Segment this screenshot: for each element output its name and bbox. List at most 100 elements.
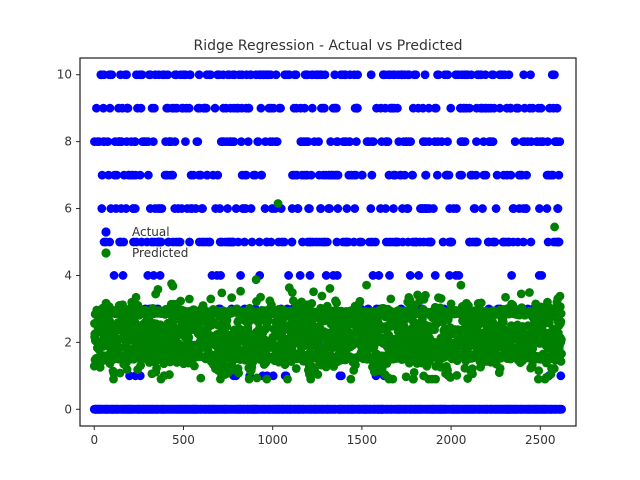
point-actual (272, 137, 282, 147)
point-predicted (262, 374, 272, 384)
point-actual (326, 137, 336, 147)
point-predicted (227, 293, 237, 302)
point-actual (112, 170, 122, 180)
point-actual (550, 70, 559, 80)
point-actual (107, 70, 117, 80)
point-actual (150, 103, 159, 113)
point-predicted (313, 370, 323, 379)
point-actual (488, 137, 498, 147)
point-actual (367, 170, 377, 180)
point-predicted (306, 374, 316, 384)
point-actual (543, 137, 553, 147)
series-predicted (89, 199, 566, 384)
point-actual (243, 137, 253, 147)
point-actual (322, 237, 332, 247)
point-actual (236, 271, 245, 280)
point-actual (333, 204, 343, 213)
point-actual (143, 170, 153, 180)
point-actual (452, 204, 461, 213)
point-actual (466, 70, 476, 80)
point-predicted (476, 298, 486, 308)
point-actual (320, 103, 329, 113)
point-actual (389, 204, 398, 213)
point-predicted (327, 343, 337, 353)
point-predicted (131, 292, 141, 302)
point-predicted (468, 369, 477, 379)
point-actual (400, 170, 410, 180)
point-actual (510, 137, 520, 147)
point-actual (351, 170, 361, 180)
point-actual (148, 137, 158, 147)
point-actual (536, 103, 546, 113)
point-actual (478, 204, 487, 213)
point-actual (244, 103, 254, 113)
point-actual (421, 170, 431, 180)
point-actual (130, 204, 140, 213)
point-actual (216, 271, 225, 280)
point-actual (191, 204, 201, 213)
point-predicted (325, 284, 335, 293)
point-predicted (409, 368, 419, 377)
point-predicted (222, 322, 232, 331)
point-actual (247, 237, 257, 247)
point-actual (123, 103, 133, 113)
point-actual (241, 170, 251, 180)
point-actual (206, 70, 216, 80)
point-actual (454, 271, 464, 280)
point-actual (491, 204, 501, 213)
point-actual (472, 237, 482, 247)
point-actual (236, 137, 246, 147)
point-predicted (184, 294, 194, 304)
point-actual (185, 70, 195, 80)
point-predicted (234, 368, 244, 378)
point-actual (519, 70, 529, 80)
point-actual (366, 204, 376, 213)
point-predicted (346, 374, 356, 384)
point-predicted (431, 374, 440, 384)
point-predicted (309, 287, 318, 297)
point-actual (118, 271, 128, 280)
point-actual (331, 103, 341, 113)
point-predicted (421, 290, 430, 300)
point-actual (470, 204, 480, 213)
point-actual (408, 170, 417, 180)
point-actual (420, 70, 430, 80)
point-actual (257, 170, 267, 180)
point-actual (383, 137, 393, 147)
point-actual (434, 70, 444, 80)
point-actual (122, 70, 131, 80)
point-actual (457, 170, 467, 180)
point-actual (250, 170, 260, 180)
point-actual (357, 170, 367, 180)
point-actual (504, 70, 514, 80)
point-actual (429, 204, 438, 213)
point-actual (446, 103, 456, 113)
point-actual (193, 137, 203, 147)
point-actual (426, 237, 436, 247)
point-actual (542, 204, 552, 213)
point-actual (513, 103, 523, 113)
point-predicted (184, 333, 194, 342)
point-actual (201, 103, 211, 113)
series-actual (89, 70, 566, 414)
point-actual (276, 103, 285, 113)
point-actual (371, 237, 380, 247)
point-actual (368, 137, 378, 147)
point-actual (181, 137, 190, 147)
point-actual (444, 170, 454, 180)
point-actual (205, 237, 215, 247)
point-predicted (307, 299, 317, 308)
point-actual (342, 204, 352, 213)
point-predicted (251, 275, 261, 285)
point-actual (332, 271, 342, 280)
point-actual (526, 237, 536, 247)
point-actual (314, 137, 323, 147)
point-actual (303, 137, 313, 147)
point-actual (465, 103, 475, 113)
point-actual (552, 103, 562, 113)
point-predicted (317, 291, 327, 301)
point-predicted (436, 294, 446, 303)
point-actual (521, 204, 531, 213)
